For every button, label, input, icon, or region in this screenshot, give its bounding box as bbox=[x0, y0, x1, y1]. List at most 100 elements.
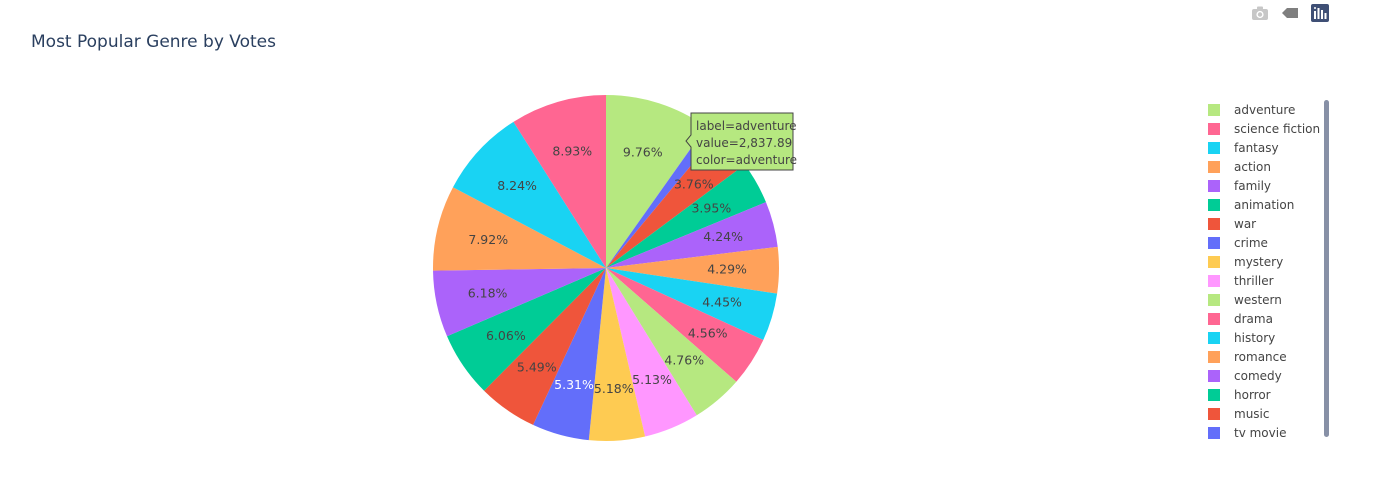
pie-slice-animation[interactable] bbox=[447, 268, 606, 391]
legend-swatch bbox=[1208, 256, 1220, 268]
pie-slice-thriller[interactable] bbox=[606, 268, 697, 437]
legend-swatch bbox=[1208, 237, 1220, 249]
legend-item-comedy[interactable]: comedy bbox=[1208, 369, 1282, 383]
plotly-logo-icon[interactable] bbox=[1309, 2, 1331, 24]
legend-label: history bbox=[1234, 331, 1275, 345]
legend-swatch bbox=[1208, 313, 1220, 325]
slice-label-western: 4.76% bbox=[664, 352, 704, 367]
pie-slice-science-fiction[interactable] bbox=[513, 95, 606, 268]
legend-item-horror[interactable]: horror bbox=[1208, 388, 1271, 402]
pie-slice-crime[interactable] bbox=[533, 268, 606, 441]
pie-slice-mystery[interactable] bbox=[588, 268, 646, 441]
legend-swatch bbox=[1208, 123, 1220, 135]
legend-label: fantasy bbox=[1234, 141, 1279, 155]
hover-tooltip: label=adventure value=2,837.89 color=adven… bbox=[685, 112, 797, 171]
pie-slice-comedy[interactable] bbox=[606, 202, 778, 268]
slice-label-family: 6.18% bbox=[468, 285, 508, 300]
legend-swatch bbox=[1208, 370, 1220, 382]
pie-slice-history[interactable] bbox=[606, 268, 778, 341]
legend-label: adventure bbox=[1234, 103, 1295, 117]
legend-swatch bbox=[1208, 294, 1220, 306]
slice-label-comedy: 4.24% bbox=[703, 229, 743, 244]
pie-slice-tv-movie[interactable] bbox=[606, 126, 717, 268]
legend-item-romance[interactable]: romance bbox=[1208, 350, 1287, 364]
legend-label: music bbox=[1234, 407, 1269, 421]
slice-label-history: 4.45% bbox=[702, 295, 742, 310]
slice-label-action: 7.92% bbox=[468, 232, 508, 247]
legend-item-fantasy[interactable]: fantasy bbox=[1208, 141, 1279, 155]
slice-label-crime: 5.31% bbox=[554, 377, 594, 392]
legend-item-adventure[interactable]: adventure bbox=[1208, 103, 1295, 117]
slice-label-mystery: 5.18% bbox=[594, 381, 634, 396]
pie-slice-horror[interactable] bbox=[606, 164, 766, 268]
hover-line: label=adventure bbox=[696, 119, 797, 133]
legend-scrollbar[interactable] bbox=[1324, 100, 1329, 437]
legend-label: horror bbox=[1234, 388, 1271, 402]
legend-item-mystery[interactable]: mystery bbox=[1208, 255, 1283, 269]
chart-title: Most Popular Genre by Votes bbox=[31, 32, 276, 52]
legend-item-science-fiction[interactable]: science fiction bbox=[1208, 122, 1320, 136]
legend-swatch bbox=[1208, 408, 1220, 420]
legend-item-history[interactable]: history bbox=[1208, 331, 1275, 345]
pie-slice-fantasy[interactable] bbox=[452, 121, 606, 268]
pie-slices bbox=[433, 95, 779, 441]
slice-label-animation: 6.06% bbox=[486, 328, 526, 343]
pie-slice-family[interactable] bbox=[433, 268, 606, 337]
hover-line: color=adventure bbox=[696, 153, 797, 167]
modebar bbox=[1249, 2, 1331, 24]
pie-slice-romance[interactable] bbox=[606, 246, 779, 294]
legend-item-tv-movie[interactable]: tv movie bbox=[1208, 426, 1286, 440]
camera-icon[interactable] bbox=[1249, 2, 1271, 24]
legend-swatch bbox=[1208, 332, 1220, 344]
legend-swatch bbox=[1208, 275, 1220, 287]
legend-label: science fiction bbox=[1234, 122, 1320, 136]
legend-label: family bbox=[1234, 179, 1271, 193]
slice-label-science-fiction: 8.93% bbox=[552, 144, 592, 159]
legend-item-action[interactable]: action bbox=[1208, 160, 1271, 174]
legend-label: crime bbox=[1234, 236, 1268, 250]
legend-label: war bbox=[1234, 217, 1256, 231]
slice-label-music: 3.76% bbox=[674, 177, 714, 192]
legend-item-thriller[interactable]: thriller bbox=[1208, 274, 1274, 288]
legend-item-animation[interactable]: animation bbox=[1208, 198, 1294, 212]
slice-label-war: 5.49% bbox=[517, 359, 557, 374]
legend: adventure science fiction fantasy action fam… bbox=[1208, 103, 1320, 440]
legend-label: animation bbox=[1234, 198, 1294, 212]
legend-item-music[interactable]: music bbox=[1208, 407, 1269, 421]
legend-swatch bbox=[1208, 351, 1220, 363]
legend-label: drama bbox=[1234, 312, 1273, 326]
legend-swatch bbox=[1208, 389, 1220, 401]
slice-label-horror: 3.95% bbox=[691, 200, 731, 215]
pie-slice-war[interactable] bbox=[484, 268, 606, 425]
pie-slice-western[interactable] bbox=[606, 268, 737, 416]
legend-item-drama[interactable]: drama bbox=[1208, 312, 1273, 326]
pie-slice-action[interactable] bbox=[433, 187, 606, 271]
legend-swatch bbox=[1208, 104, 1220, 116]
legend-item-family[interactable]: family bbox=[1208, 179, 1271, 193]
hover-box bbox=[685, 112, 794, 171]
legend-label: comedy bbox=[1234, 369, 1282, 383]
legend-swatch bbox=[1208, 427, 1220, 439]
pie-slice-labels: 9.76% 3.76% 3.95% 4.24% 4.29% 4.45% 4.56% 4.76%… bbox=[468, 144, 747, 396]
hover-line: value=2,837.89 bbox=[696, 136, 792, 150]
legend-label: mystery bbox=[1234, 255, 1283, 269]
legend-label: thriller bbox=[1234, 274, 1274, 288]
slice-label-romance: 4.29% bbox=[707, 262, 747, 277]
slice-label-fantasy: 8.24% bbox=[497, 178, 537, 193]
tag-icon[interactable] bbox=[1279, 2, 1301, 24]
pie-slice-drama[interactable] bbox=[606, 268, 764, 382]
legend-item-war[interactable]: war bbox=[1208, 217, 1256, 231]
legend-item-crime[interactable]: crime bbox=[1208, 236, 1268, 250]
legend-swatch bbox=[1208, 180, 1220, 192]
legend-label: romance bbox=[1234, 350, 1287, 364]
legend-label: action bbox=[1234, 160, 1271, 174]
legend-label: tv movie bbox=[1234, 426, 1286, 440]
legend-item-western[interactable]: western bbox=[1208, 293, 1282, 307]
slice-label-drama: 4.56% bbox=[688, 326, 728, 341]
slice-label-adventure: 9.76% bbox=[623, 145, 663, 160]
legend-swatch bbox=[1208, 199, 1220, 211]
pie-slice-adventure[interactable] bbox=[606, 95, 707, 268]
legend-swatch bbox=[1208, 161, 1220, 173]
legend-swatch bbox=[1208, 218, 1220, 230]
